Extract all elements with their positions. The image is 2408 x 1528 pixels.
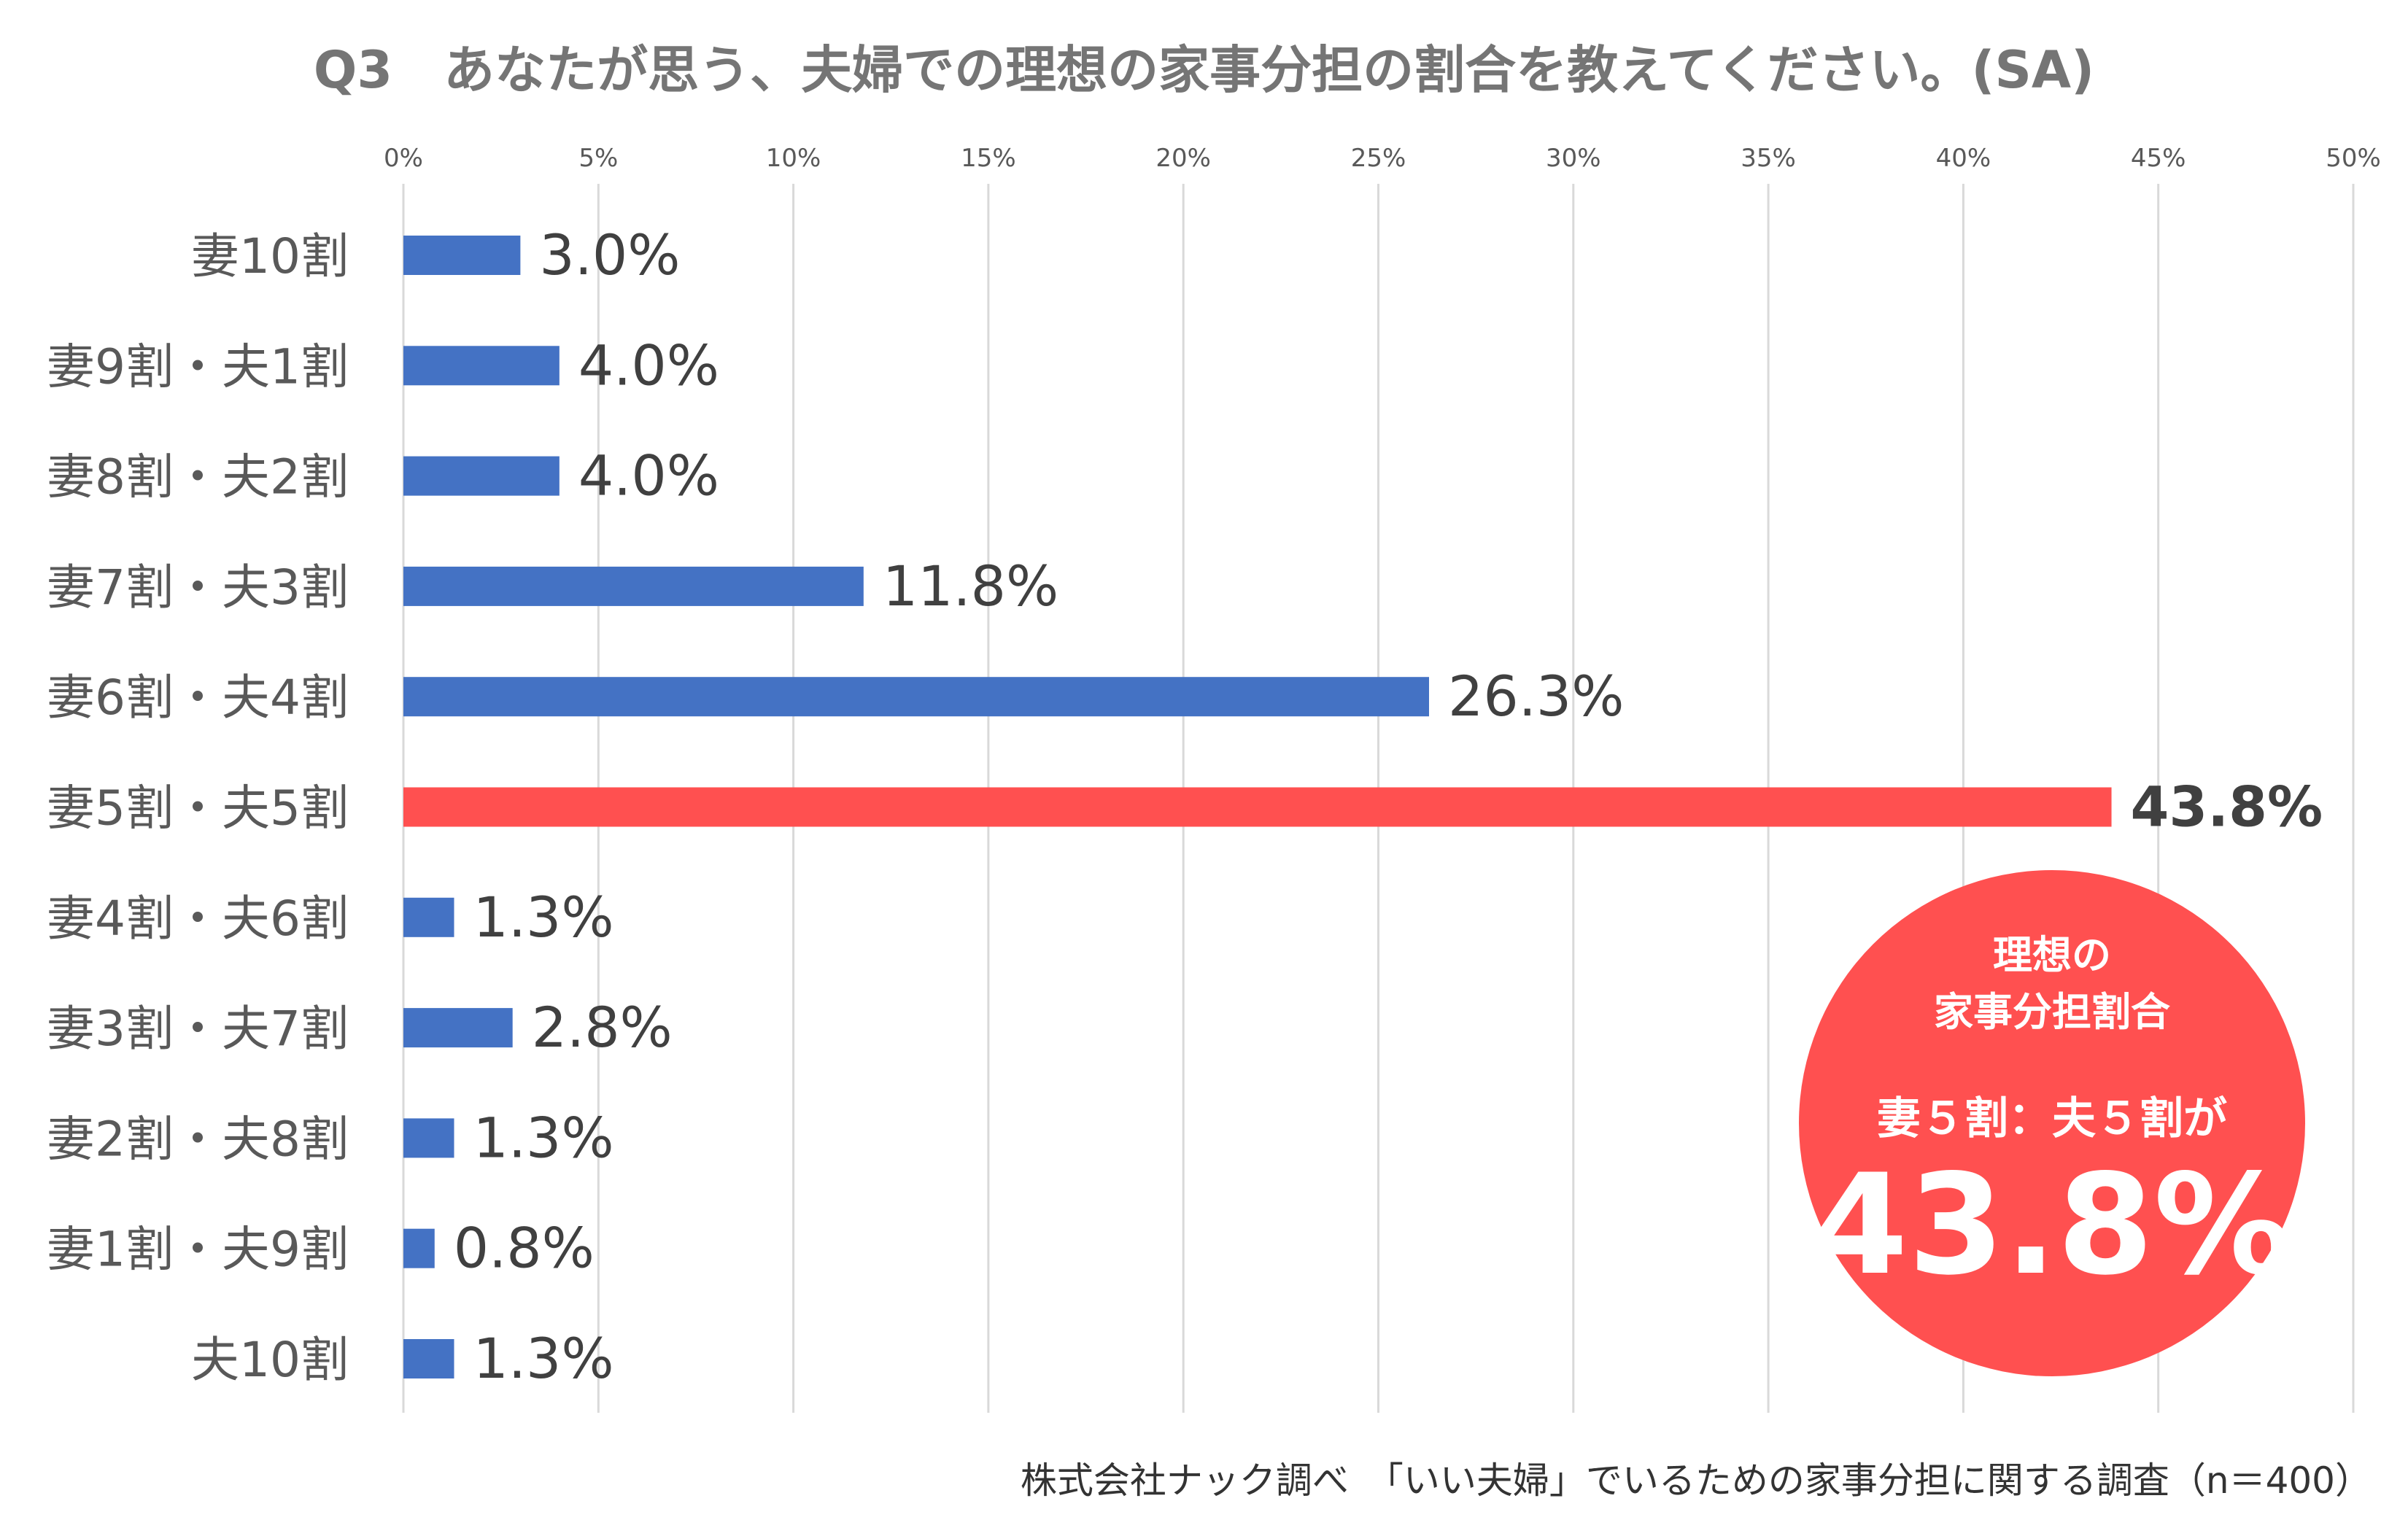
data-labels: 3.0% 4.0% 4.0% 11.8% 26.3% 43.8% 1.3% 2.8% 1.3% 0… — [454, 222, 2323, 1391]
bar — [403, 1228, 435, 1268]
bar — [403, 456, 560, 496]
x-tick-label: 40% — [1936, 144, 1991, 173]
data-label: 2.8% — [532, 995, 673, 1060]
bar — [403, 897, 454, 937]
category-label: 夫10割 — [191, 1332, 349, 1388]
bar — [403, 346, 560, 386]
category-label: 妻3割・夫7割 — [47, 1001, 349, 1057]
data-label: 1.3% — [473, 1105, 613, 1170]
x-tick-label: 0% — [384, 144, 423, 173]
category-label: 妻6割・夫4割 — [47, 670, 349, 726]
bars — [403, 236, 2112, 1378]
source-note: 株式会社ナック調べ 「いい夫婦」でいるための家事分担に関する調査（n＝400） — [1020, 1459, 2372, 1502]
category-label: 妻2割・夫8割 — [47, 1111, 349, 1167]
category-labels: 妻10割妻9割・夫1割妻8割・夫2割妻7割・夫3割妻6割・夫4割妻5割・夫5割妻… — [47, 228, 349, 1388]
x-axis-ticks: 0% 5% 10% 15% 20% 25% 30% 35% 40% 45% 50% — [384, 144, 2381, 173]
bar — [403, 236, 521, 275]
bar — [403, 1008, 513, 1048]
x-tick-label: 10% — [766, 144, 821, 173]
category-label: 妻5割・夫5割 — [47, 780, 349, 837]
data-label: 11.8% — [883, 554, 1058, 618]
bar — [403, 1118, 454, 1158]
category-label: 妻8割・夫2割 — [47, 449, 349, 505]
x-tick-label: 45% — [2131, 144, 2186, 173]
data-label-highlight: 43.8% — [2131, 775, 2323, 839]
bar — [403, 1339, 454, 1378]
x-tick-label: 25% — [1351, 144, 1406, 173]
category-label: 妻1割・夫9割 — [47, 1222, 349, 1278]
x-tick-label: 15% — [961, 144, 1016, 173]
bar-highlight — [403, 787, 2112, 827]
data-label: 0.8% — [454, 1216, 595, 1281]
callout-value: 43.8% — [1811, 1144, 2293, 1306]
bar — [403, 677, 1429, 717]
data-label: 1.3% — [473, 1326, 613, 1391]
data-label: 1.3% — [473, 885, 613, 950]
x-tick-label: 50% — [2326, 144, 2381, 173]
chart-title: Q3 あなたが思う、夫婦での理想の家事分担の割合を教えてください。(SA) — [313, 40, 2095, 100]
callout-heading: 理想の 家事分担割合 — [1934, 932, 2170, 1035]
data-label: 3.0% — [539, 222, 680, 287]
category-label: 妻4割・夫6割 — [47, 891, 349, 947]
callout-subheading: 妻５割：夫５割が — [1877, 1093, 2227, 1144]
category-label: 妻10割 — [191, 228, 349, 284]
bar — [403, 566, 864, 606]
highlight-callout: 理想の 家事分担割合 妻５割：夫５割が 43.8% — [1799, 870, 2305, 1376]
x-tick-label: 20% — [1155, 144, 1211, 173]
data-label: 4.0% — [578, 333, 719, 397]
x-tick-label: 35% — [1741, 144, 1796, 173]
x-tick-label: 30% — [1546, 144, 1601, 173]
category-label: 妻9割・夫1割 — [47, 338, 349, 395]
x-tick-label: 5% — [578, 144, 618, 173]
category-label: 妻7割・夫3割 — [47, 559, 349, 616]
data-label: 4.0% — [578, 443, 719, 508]
data-label: 26.3% — [1448, 664, 1624, 729]
